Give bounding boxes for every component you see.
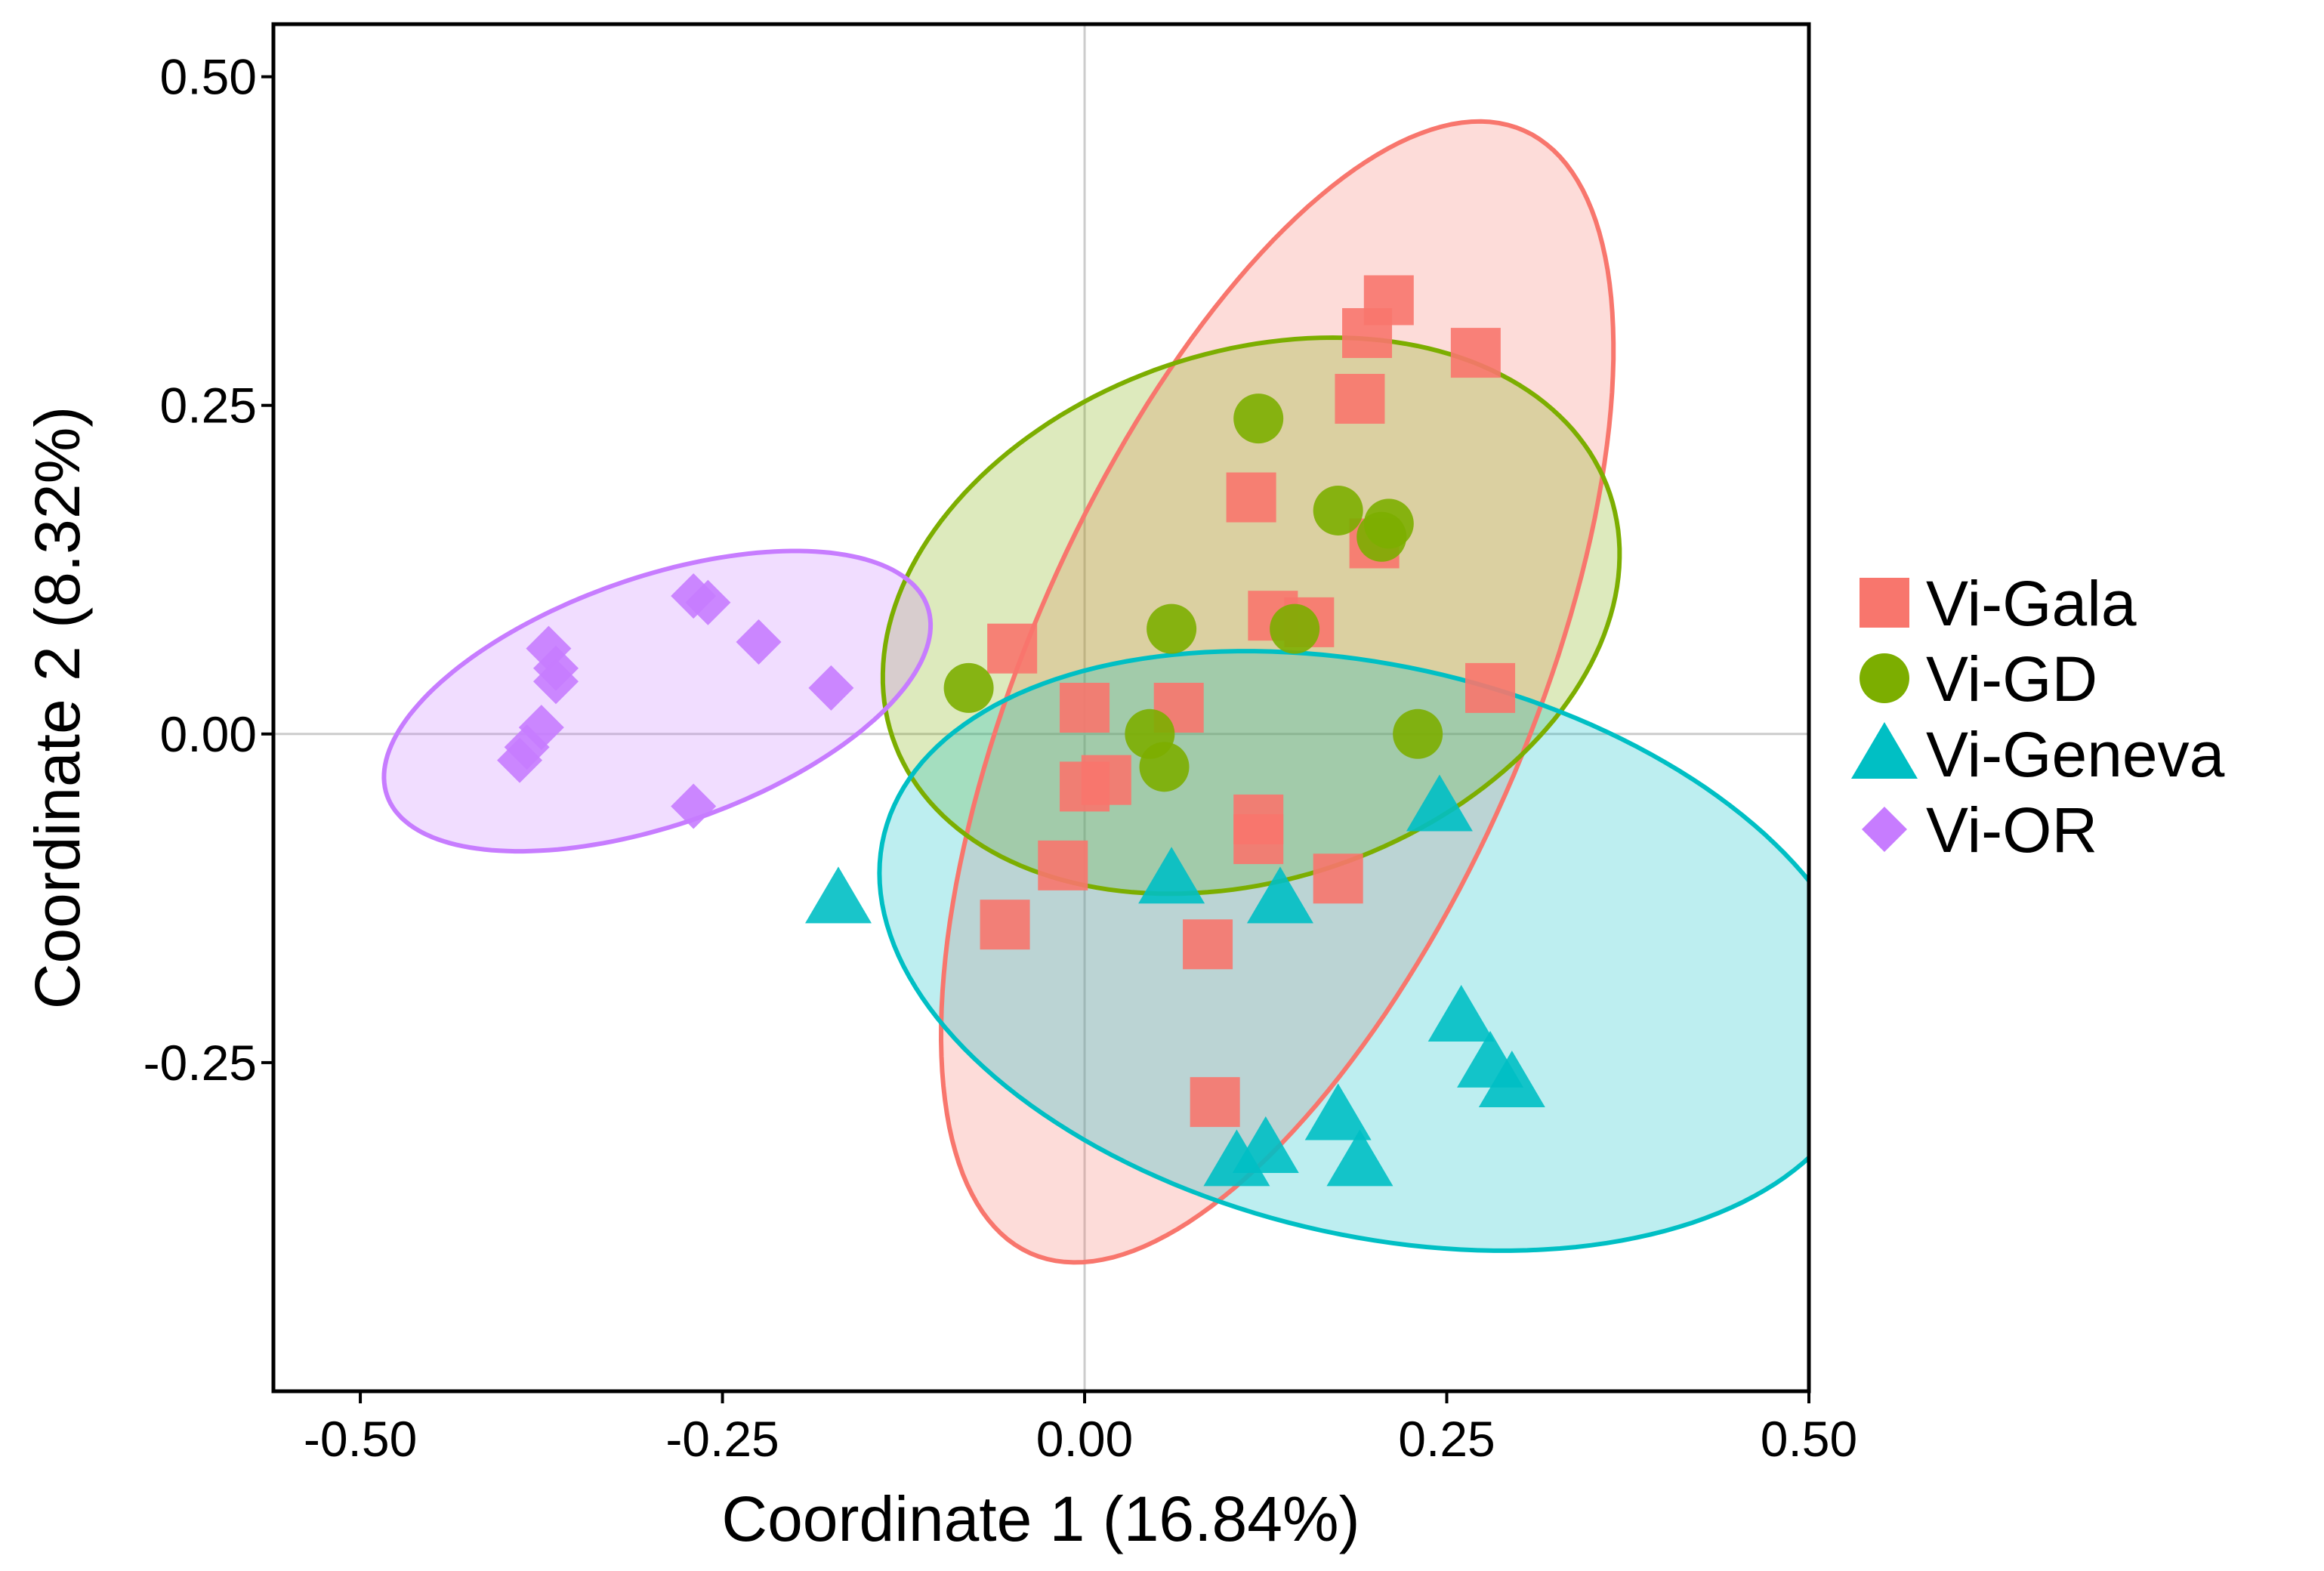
point-vi-gala (987, 623, 1038, 674)
legend-key-vi-gala (1860, 578, 1909, 628)
point-vi-gala (1313, 853, 1363, 904)
x-tick-label: 0.00 (1036, 1411, 1133, 1467)
plot-frame (271, 22, 1811, 1394)
data-points (497, 275, 1545, 1187)
legend-label-vi-or: Vi-OR (1926, 795, 2097, 866)
point-vi-gala (1226, 472, 1276, 523)
ellipse-vi-geneva (877, 649, 1809, 1253)
point-vi-gd (1313, 485, 1363, 535)
point-vi-gd (1233, 394, 1284, 444)
ellipse-outlines (381, 119, 1809, 1265)
point-vi-or (497, 737, 543, 783)
point-vi-geneva (1304, 1083, 1372, 1140)
legend-key-vi-or (1862, 807, 1907, 852)
point-vi-gala (1183, 919, 1233, 970)
point-vi-or (736, 619, 782, 665)
series-vi-geneva (804, 774, 1545, 1187)
x-tick-label: -0.25 (665, 1411, 779, 1467)
y-axis-title: Coordinate 2 (8.32%) (22, 406, 93, 1009)
y-tick-label: 0.50 (160, 49, 257, 105)
ellipse-vi-gd (880, 335, 1622, 897)
legend-item-vi-or: Vi-OR (1862, 795, 2097, 866)
legend-item-vi-gd: Vi-GD (1860, 644, 2097, 715)
y-tick-label: 0.00 (160, 706, 257, 762)
ellipse-vi-or (381, 548, 934, 854)
point-vi-geneva (1478, 1051, 1545, 1108)
point-vi-geneva (1138, 847, 1205, 904)
point-vi-gd (1393, 708, 1443, 759)
point-vi-gala (980, 900, 1030, 950)
point-vi-or (532, 659, 579, 705)
point-vi-gala (1450, 328, 1501, 378)
y-tick-label: -0.25 (144, 1035, 257, 1091)
y-axis-ticks: -0.25 0.00 0.25 0.50 (144, 49, 273, 1091)
point-vi-geneva (804, 866, 872, 924)
point-vi-geneva (1406, 774, 1473, 832)
legend-key-vi-geneva (1851, 722, 1918, 779)
point-vi-geneva (1246, 866, 1313, 924)
x-axis-ticks: -0.50 -0.25 0.00 0.25 0.50 (304, 1391, 1857, 1467)
point-vi-gd (1356, 511, 1407, 562)
legend-key-vi-gd (1860, 653, 1909, 703)
point-vi-or (671, 783, 717, 829)
series-vi-or (497, 573, 854, 829)
x-tick-label: 0.50 (1761, 1411, 1857, 1467)
ellipse-fill-vi-gala (941, 121, 1614, 1263)
point-vi-gd (943, 662, 994, 713)
series-vi-gd (943, 394, 1443, 792)
point-vi-gala (1038, 840, 1088, 890)
point-vi-gala (1465, 662, 1516, 713)
legend-label-vi-gd: Vi-GD (1926, 644, 2097, 715)
point-vi-or (685, 579, 731, 625)
legend-label-vi-geneva: Vi-Geneva (1926, 719, 2225, 790)
x-tick-label: 0.25 (1398, 1411, 1495, 1467)
point-vi-gala (1060, 761, 1110, 812)
point-vi-gd (1270, 603, 1320, 654)
point-vi-gala (1342, 307, 1393, 358)
point-vi-gd (1139, 742, 1190, 792)
point-vi-gd (1147, 603, 1197, 654)
point-vi-gala (1335, 374, 1385, 424)
point-vi-geneva (1326, 1129, 1393, 1187)
point-vi-gala (1233, 814, 1284, 865)
x-axis-title: Coordinate 1 (16.84%) (721, 1483, 1360, 1554)
x-tick-label: -0.50 (304, 1411, 417, 1467)
legend-item-vi-gala: Vi-Gala (1860, 568, 2137, 639)
point-vi-or (808, 665, 854, 711)
point-vi-geneva (1203, 1129, 1270, 1187)
point-vi-gala (1060, 683, 1110, 733)
y-tick-label: 0.25 (160, 378, 257, 434)
series-vi-gala (980, 275, 1516, 1128)
point-vi-gala (1190, 1077, 1240, 1128)
legend-label-vi-gala: Vi-Gala (1926, 568, 2137, 639)
ellipse-vi-gala (938, 119, 1616, 1265)
legend-item-vi-geneva: Vi-Geneva (1851, 719, 2225, 790)
point-vi-geneva (1427, 984, 1495, 1042)
